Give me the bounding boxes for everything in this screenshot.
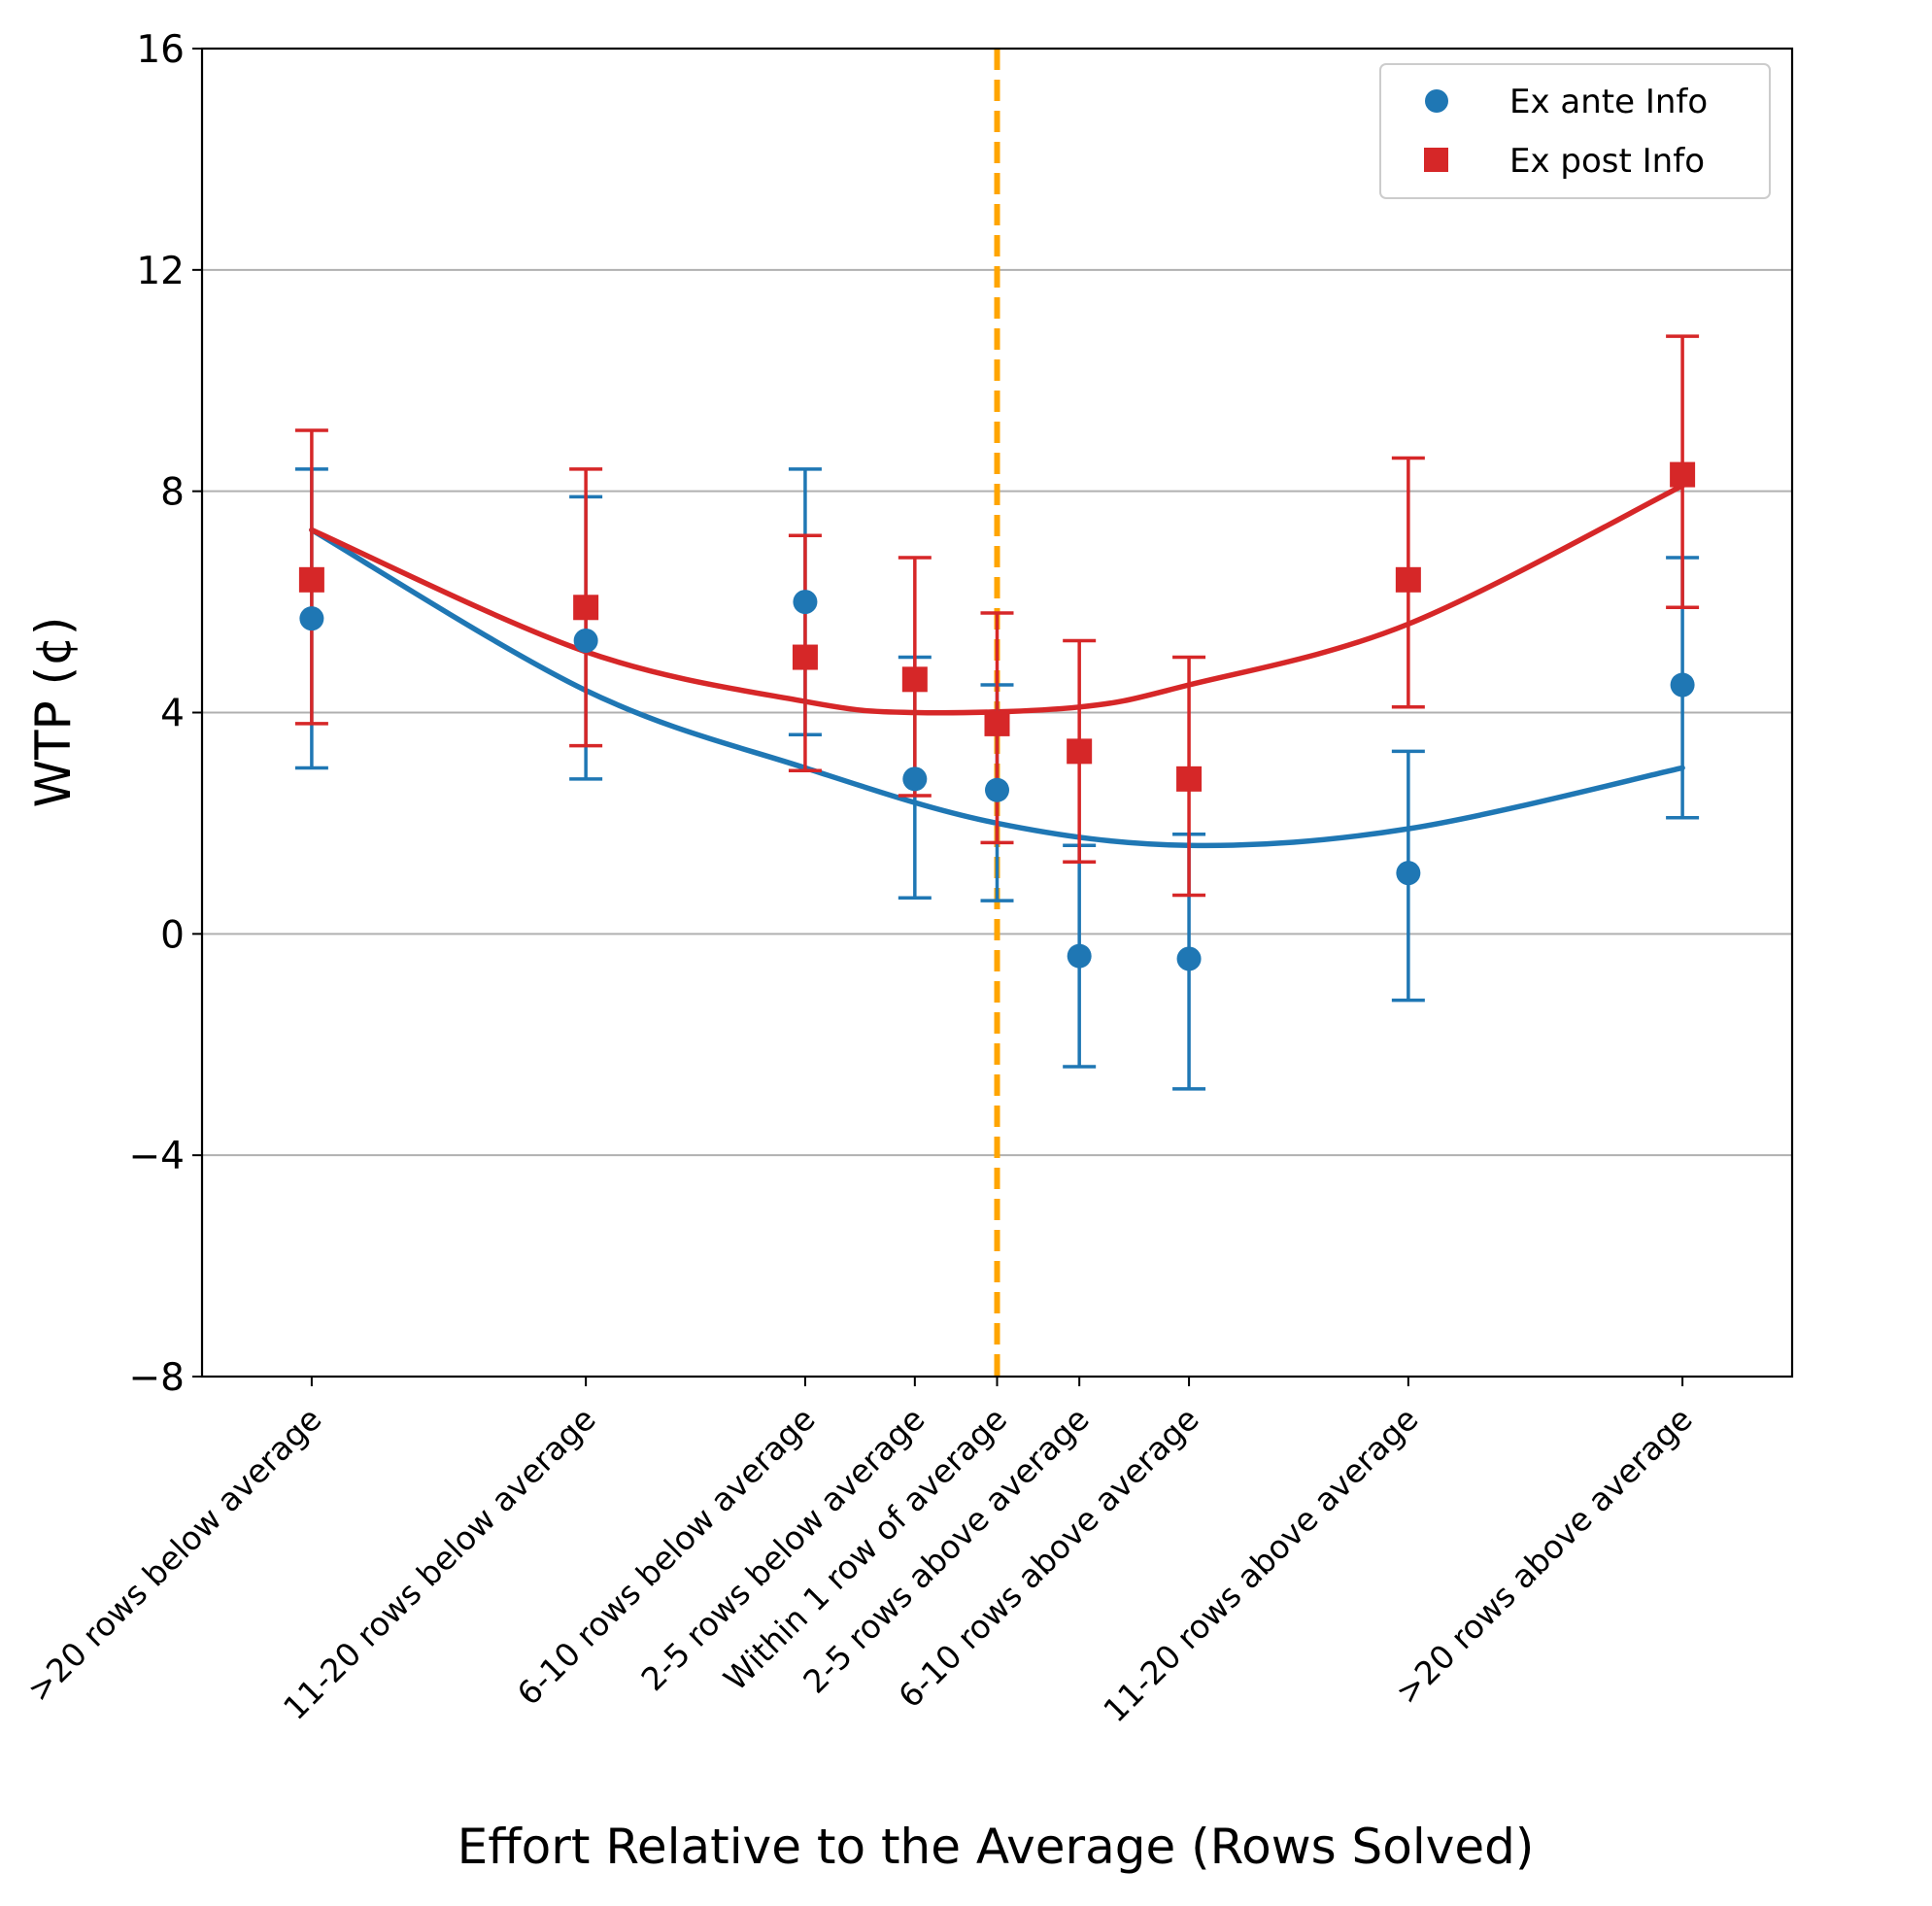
data-point-ex-post: [1395, 566, 1421, 593]
data-point-ex-ante: [573, 628, 598, 653]
data-point-ex-ante: [793, 590, 818, 615]
data-point-ex-post: [298, 566, 324, 593]
y-tick-label: 0: [160, 913, 185, 957]
data-point-ex-ante: [1067, 943, 1092, 969]
data-point-ex-ante: [1670, 672, 1695, 698]
data-point-ex-ante: [902, 766, 928, 792]
data-point-ex-post: [984, 710, 1010, 736]
data-point-ex-post: [792, 644, 818, 670]
y-tick-label: −8: [129, 1356, 186, 1400]
marker-layer: [298, 461, 1696, 971]
y-axis-label: WTP (¢): [25, 617, 82, 808]
x-axis-label: Effort Relative to the Average (Rows Sol…: [458, 1819, 1535, 1875]
data-point-ex-post: [901, 666, 928, 693]
data-point-ex-post: [1670, 461, 1696, 488]
y-tick-label: 4: [160, 693, 185, 736]
legend: Ex ante Info Ex post Info: [1379, 63, 1771, 199]
legend-marker-ex-post: [1424, 148, 1448, 172]
legend-box: [1379, 63, 1771, 199]
y-tick-label: 12: [136, 250, 185, 293]
data-point-ex-post: [573, 595, 599, 621]
data-point-ex-ante: [1176, 946, 1202, 971]
data-point-ex-ante: [299, 606, 324, 631]
y-tick-label: 8: [160, 471, 185, 515]
data-point-ex-post: [1067, 738, 1093, 765]
data-point-ex-post: [1176, 766, 1203, 792]
legend-label-ex-ante: Ex ante Info: [1509, 83, 1708, 121]
y-tick-label: 16: [136, 28, 185, 72]
y-tick-label: −4: [129, 1135, 186, 1178]
legend-marker-ex-ante: [1425, 89, 1448, 113]
legend-label-ex-post: Ex post Info: [1509, 142, 1705, 181]
data-point-ex-ante: [1396, 861, 1421, 886]
data-point-ex-ante: [985, 777, 1009, 802]
